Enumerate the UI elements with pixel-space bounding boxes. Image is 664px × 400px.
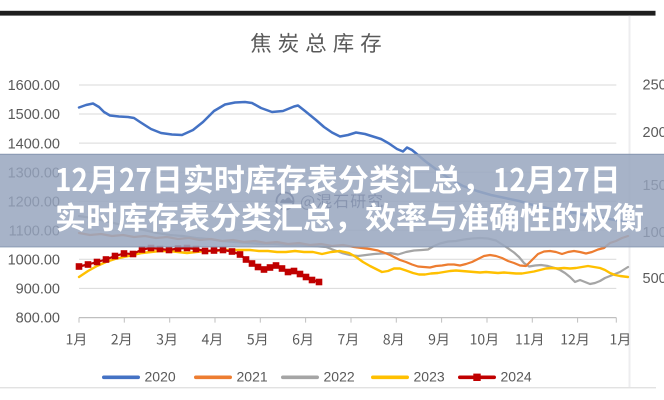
svg-text:2020: 2020 bbox=[145, 369, 176, 385]
svg-text:800.00: 800.00 bbox=[16, 311, 60, 327]
svg-text:2500.00: 2500.00 bbox=[643, 78, 664, 94]
svg-text:900.00: 900.00 bbox=[16, 282, 60, 298]
svg-text:2024: 2024 bbox=[501, 369, 532, 385]
svg-text:2000.00: 2000.00 bbox=[643, 125, 664, 141]
svg-text:2021: 2021 bbox=[237, 369, 268, 385]
svg-text:2022: 2022 bbox=[324, 369, 355, 385]
svg-text:1000.00: 1000.00 bbox=[8, 253, 60, 269]
svg-text:1600.00: 1600.00 bbox=[8, 78, 60, 94]
svg-text:500.00: 500.00 bbox=[643, 271, 664, 287]
svg-text:1400.00: 1400.00 bbox=[8, 136, 60, 152]
svg-text:1500.00: 1500.00 bbox=[8, 107, 60, 123]
svg-text:2023: 2023 bbox=[414, 369, 445, 385]
